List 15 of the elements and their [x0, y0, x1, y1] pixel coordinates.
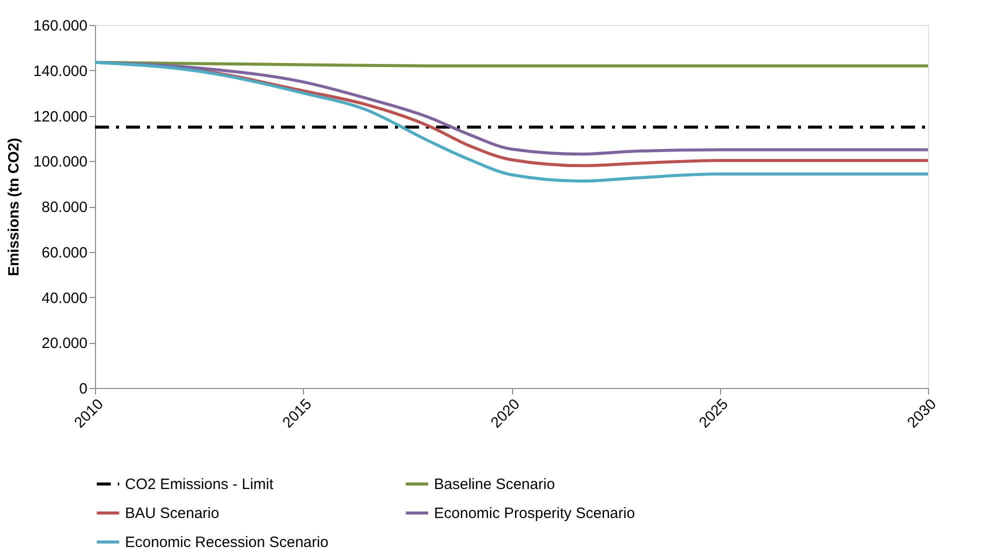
- legend-label: Economic Recession Scenario: [125, 534, 328, 551]
- y-tick-label: 40.000: [42, 290, 88, 307]
- legend-label: BAU Scenario: [125, 505, 220, 522]
- legend-label: CO2 Emissions - Limit: [125, 476, 274, 493]
- y-axis-title: Emissions (tn CO2): [5, 138, 22, 276]
- y-tick-label: 140.000: [33, 62, 88, 80]
- y-tick-label: 80.000: [42, 199, 88, 216]
- y-tick-label: 120.000: [33, 108, 88, 126]
- y-tick-label: 60.000: [42, 244, 88, 262]
- legend-label: Economic Prosperity Scenario: [434, 505, 635, 522]
- y-tick-label: 160.000: [33, 18, 88, 34]
- y-tick-label: 20.000: [42, 335, 88, 352]
- y-tick-label: 0: [79, 380, 88, 398]
- legend-label: Baseline Scenario: [434, 476, 555, 493]
- y-tick-label: 100.000: [33, 154, 88, 171]
